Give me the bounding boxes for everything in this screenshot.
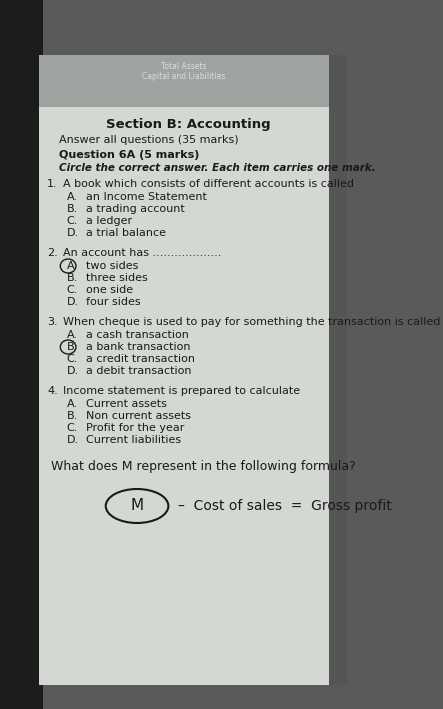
Text: A.: A. [66,399,78,409]
Text: M: M [131,498,144,513]
Text: Capital and Liabilities: Capital and Liabilities [142,72,226,81]
Text: three sides: three sides [86,273,148,283]
Text: C.: C. [66,216,78,226]
Text: D.: D. [66,297,79,307]
Text: B.: B. [66,204,78,214]
Text: Answer all questions (35 marks): Answer all questions (35 marks) [59,135,238,145]
Text: Circle the correct answer. Each item carries one mark.: Circle the correct answer. Each item car… [59,163,376,173]
Text: D.: D. [66,435,79,445]
Text: an Income Statement: an Income Statement [86,192,207,202]
Text: What does M represent in the following formula?: What does M represent in the following f… [51,460,356,473]
Text: 4.: 4. [47,386,58,396]
Text: D.: D. [66,366,79,376]
Text: D.: D. [66,228,79,238]
Text: a trading account: a trading account [86,204,185,214]
Text: C.: C. [66,285,78,295]
Text: A.: A. [66,261,78,271]
Text: 2.: 2. [47,248,58,258]
Text: When cheque is used to pay for something the transaction is called: When cheque is used to pay for something… [62,317,440,327]
Text: B.: B. [66,273,78,283]
Text: two sides: two sides [86,261,139,271]
Text: a debit transaction: a debit transaction [86,366,192,376]
Text: An account has ...................: An account has ................... [62,248,221,258]
Text: Question 6A (5 marks): Question 6A (5 marks) [59,150,199,160]
Text: 3.: 3. [47,317,58,327]
Text: four sides: four sides [86,297,141,307]
Text: Profit for the year: Profit for the year [86,423,185,433]
Text: one side: one side [86,285,133,295]
Text: –  Cost of sales  =  Gross profit: – Cost of sales = Gross profit [178,499,392,513]
Text: Section B: Accounting: Section B: Accounting [105,118,270,131]
Text: A.: A. [66,192,78,202]
Text: Total Assets: Total Assets [161,62,207,71]
Text: Current assets: Current assets [86,399,167,409]
FancyBboxPatch shape [39,55,329,685]
Text: a bank transaction: a bank transaction [86,342,190,352]
FancyBboxPatch shape [39,55,329,107]
Text: a credit transaction: a credit transaction [86,354,195,364]
Text: 1.: 1. [47,179,58,189]
FancyBboxPatch shape [329,55,347,685]
Text: B.: B. [66,411,78,421]
FancyBboxPatch shape [0,0,43,709]
Text: a cash transaction: a cash transaction [86,330,189,340]
Text: C.: C. [66,423,78,433]
Text: A book which consists of different accounts is called: A book which consists of different accou… [62,179,354,189]
Text: A.: A. [66,330,78,340]
Text: Current liabilities: Current liabilities [86,435,181,445]
Text: Non current assets: Non current assets [86,411,191,421]
Text: Income statement is prepared to calculate: Income statement is prepared to calculat… [62,386,300,396]
Text: C.: C. [66,354,78,364]
Text: B.: B. [66,342,78,352]
Text: a ledger: a ledger [86,216,132,226]
Text: a trial balance: a trial balance [86,228,166,238]
